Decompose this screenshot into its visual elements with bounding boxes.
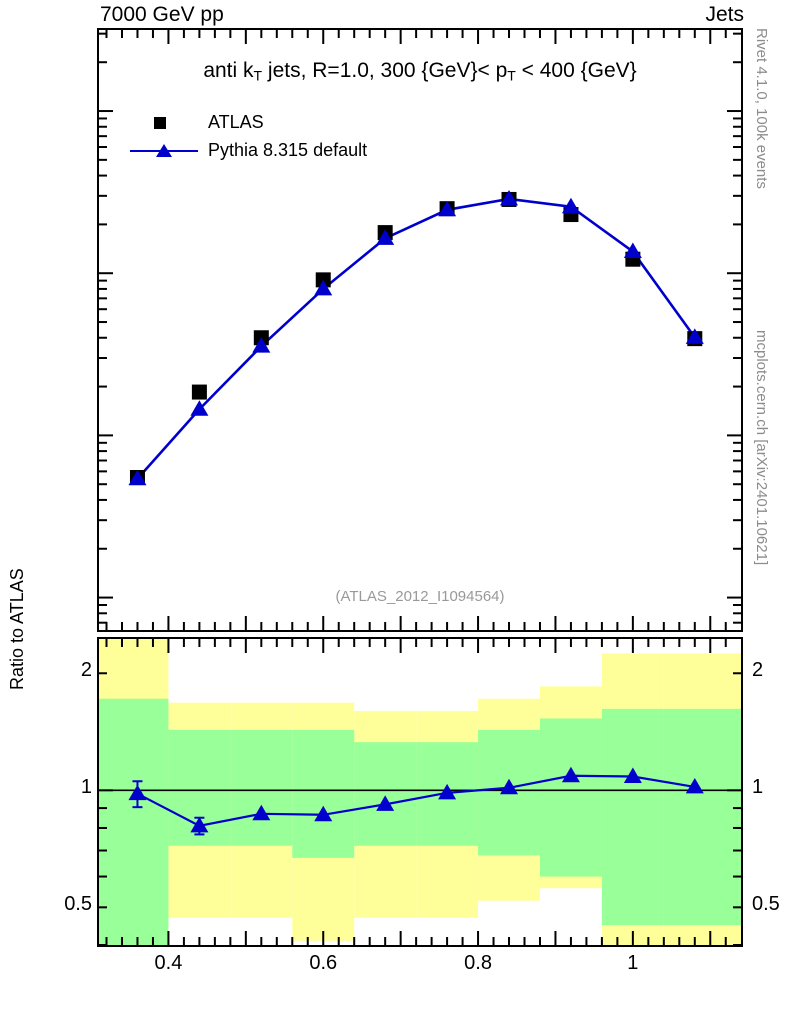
mc-data-point (500, 189, 519, 206)
ratio-uncertainty-band (99, 698, 169, 945)
x-tick-label: 1 (627, 952, 639, 974)
ratio-data-point (438, 783, 457, 800)
header-category-label: Jets (705, 3, 744, 26)
legend: ATLAS Pythia 8.315 default (128, 108, 367, 164)
ratio-uncertainty-band (230, 729, 293, 846)
analysis-watermark: (ATLAS_2012_I1094564) (335, 588, 505, 605)
x-axis-labels: 0.4 0.6 0.8 1 (0, 952, 786, 986)
legend-label-pythia: Pythia 8.315 default (208, 140, 368, 160)
mc-data-point (438, 200, 457, 217)
main-plot-panel (97, 28, 743, 632)
ratio-data-point (561, 766, 580, 783)
atlas-data-point (315, 272, 331, 288)
ratio-data-point (500, 778, 519, 795)
mc-data-point (128, 469, 147, 486)
ratio-y-tick-label-left: 2 (80, 659, 92, 682)
legend-entry-atlas[interactable]: ATLAS (128, 108, 367, 136)
plot-title: anti kT jets, R=1.0, 300 {GeV}< pT < 400… (97, 58, 743, 89)
ratio-y-tick-label-right: 0.5 (752, 893, 780, 916)
ratio-y-tick-label-right: 2 (752, 659, 764, 682)
ratio-y-tick-label-left: 0.5 (64, 893, 92, 916)
ratio-data-point (252, 804, 271, 821)
legend-key-triangle-line (128, 137, 200, 163)
ratio-data-point (190, 816, 209, 833)
ratio-data-point (623, 767, 642, 784)
x-tick-label: 0.6 (309, 952, 338, 974)
ratio-y-tick-label-right: 1 (752, 776, 764, 799)
header-beam-label: 7000 GeV pp (100, 3, 224, 26)
ratio-data-point (128, 784, 147, 801)
ratio-uncertainty-band (292, 729, 355, 858)
legend-key-square (128, 109, 200, 135)
ratio-uncertainty-band (539, 718, 602, 877)
x-tick-label: 0.4 (154, 952, 183, 974)
ratio-data-point (376, 795, 395, 811)
ratio-plot-panel (97, 637, 743, 947)
ratio-uncertainty-band (601, 708, 664, 926)
ratio-data-point (314, 805, 333, 822)
legend-entry-pythia[interactable]: Pythia 8.315 default (128, 136, 367, 164)
x-tick-label: 0.8 (464, 952, 492, 974)
mc-data-point (561, 197, 580, 214)
mc-data-point (376, 229, 395, 245)
mc-data-point (314, 279, 333, 296)
mc-data-point (685, 328, 704, 344)
ratio-plot-canvas (99, 639, 741, 945)
plot-title-text: anti kT jets, R=1.0, 300 {GeV}< pT < 400… (203, 59, 637, 84)
ratio-uncertainty-band (354, 742, 417, 846)
main-plot-canvas (99, 30, 741, 630)
ratio-data-point (685, 777, 704, 794)
mc-data-point (190, 400, 209, 416)
atlas-data-point (191, 384, 207, 400)
mc-data-point (623, 242, 642, 259)
ratio-uncertainty-band (663, 708, 741, 926)
mc-data-point (252, 337, 271, 353)
legend-label-atlas: ATLAS (208, 112, 264, 132)
ratio-y-tick-label-left: 1 (80, 776, 92, 799)
